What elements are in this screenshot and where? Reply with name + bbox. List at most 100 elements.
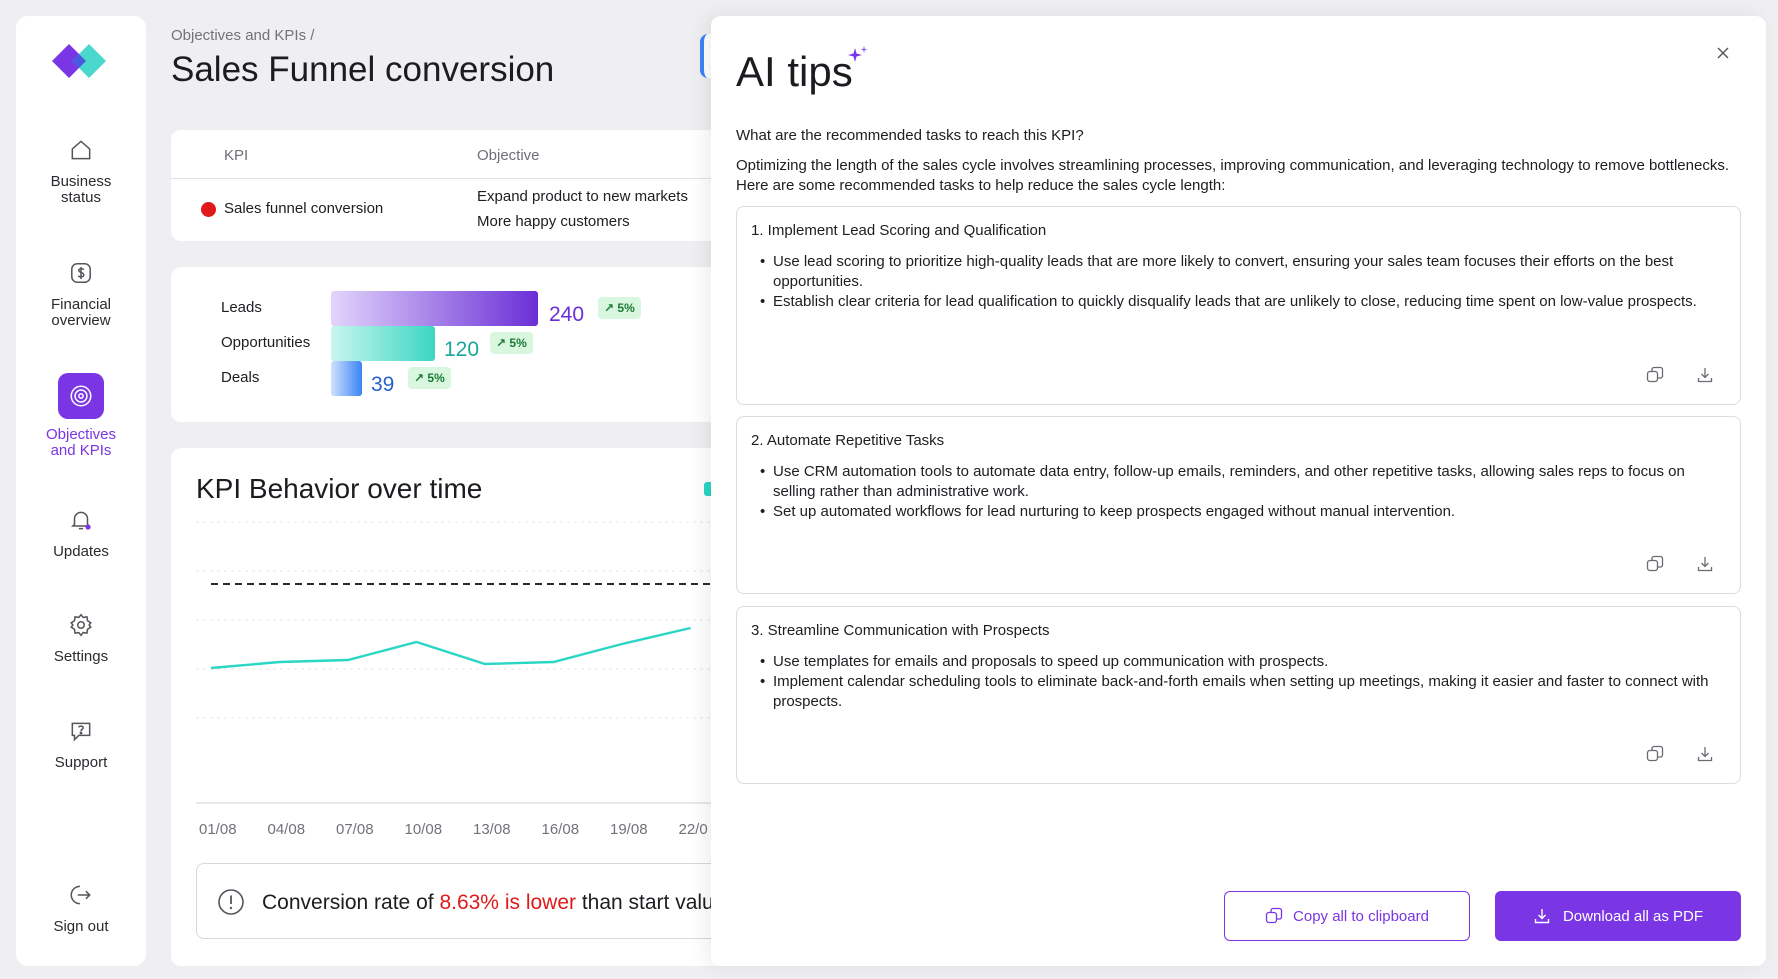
bell-icon bbox=[65, 504, 97, 536]
copy-all-button[interactable]: Copy all to clipboard bbox=[1224, 891, 1470, 941]
tip-bullet: Use CRM automation tools to automate dat… bbox=[760, 462, 1710, 502]
sidebar-item-updates[interactable]: Updates bbox=[16, 504, 146, 560]
tip-card: 3. Streamline Communication with Prospec… bbox=[736, 606, 1741, 784]
tip-bullet: Use templates for emails and proposals t… bbox=[760, 652, 1710, 672]
copy-icon[interactable] bbox=[1646, 745, 1664, 763]
sidebar-item-label: Sign out bbox=[53, 918, 109, 935]
tip-bullets: Use templates for emails and proposals t… bbox=[760, 652, 1710, 712]
tip-title: 1. Implement Lead Scoring and Qualificat… bbox=[751, 222, 1047, 239]
x-tick-label: 07/08 bbox=[336, 821, 374, 838]
help-icon bbox=[65, 715, 97, 747]
sidebar-item-financial-overview[interactable]: Financial overview bbox=[16, 257, 146, 329]
change-badge: ↗ 5% bbox=[490, 332, 533, 354]
series-line bbox=[210, 626, 691, 670]
sidebar-item-label: Financial bbox=[50, 296, 112, 313]
sidebar: Business status Financial overview Objec… bbox=[16, 16, 146, 966]
x-tick-label: 04/08 bbox=[268, 821, 306, 838]
app-logo[interactable] bbox=[52, 40, 112, 82]
panel-title: AI tips bbox=[736, 48, 853, 95]
page-title: Sales Funnel conversion bbox=[171, 50, 555, 89]
funnel-bar-opportunities bbox=[331, 326, 435, 361]
funnel-value-leads: 240 bbox=[549, 303, 585, 326]
alert-prefix: Conversion rate of bbox=[262, 891, 440, 914]
tip-title: 2. Automate Repetitive Tasks bbox=[751, 432, 945, 449]
funnel-label-deals: Deals bbox=[221, 369, 260, 386]
alert-suffix: than start value bbox=[576, 891, 726, 914]
funnel-bar-leads bbox=[331, 291, 538, 326]
kpi-table: KPI Objective Sales funnel conversion Ex… bbox=[171, 130, 731, 241]
home-icon bbox=[65, 134, 97, 166]
x-tick-label: 22/0 bbox=[679, 821, 708, 838]
tip-actions bbox=[1646, 555, 1714, 573]
sidebar-item-sign-out[interactable]: Sign out bbox=[16, 879, 146, 935]
x-tick-label: 10/08 bbox=[405, 821, 443, 838]
download-icon bbox=[1534, 909, 1550, 924]
sidebar-item-settings[interactable]: Settings bbox=[16, 609, 146, 665]
download-icon[interactable] bbox=[1696, 745, 1714, 763]
download-pdf-label: Download all as PDF bbox=[1562, 907, 1704, 925]
ai-tips-panel: AI tips What are the recommended tasks t… bbox=[711, 16, 1766, 966]
copy-icon bbox=[1265, 907, 1283, 924]
copy-all-label: Copy all to clipboard bbox=[1293, 907, 1429, 925]
funnel-card: Leads 240 ↗ 5% Opportunities 120 ↗ 5% De… bbox=[171, 267, 731, 422]
x-tick-label: 01/08 bbox=[199, 821, 237, 838]
tip-actions bbox=[1646, 745, 1714, 763]
sidebar-item-label: Business bbox=[50, 173, 112, 190]
sidebar-item-label: Updates bbox=[53, 543, 109, 560]
close-icon bbox=[1717, 47, 1729, 59]
funnel-value-opportunities: 120 bbox=[444, 338, 480, 361]
x-tick-label: 13/08 bbox=[473, 821, 511, 838]
sidebar-item-objectives-and-kpis[interactable]: Objectives and KPIs bbox=[16, 373, 146, 459]
column-header-objective: Objective bbox=[477, 147, 540, 164]
close-button[interactable] bbox=[1712, 42, 1734, 64]
x-tick-label: 16/08 bbox=[542, 821, 580, 838]
tip-card: 2. Automate Repetitive Tasks Use CRM aut… bbox=[736, 416, 1741, 594]
alert-box: Conversion rate of 8.63% is lower than s… bbox=[196, 863, 731, 939]
tip-bullets: Use CRM automation tools to automate dat… bbox=[760, 462, 1710, 522]
tip-card: 1. Implement Lead Scoring and Qualificat… bbox=[736, 206, 1741, 405]
info-icon bbox=[218, 889, 244, 915]
alert-text: Conversion rate of 8.63% is lower than s… bbox=[262, 891, 725, 915]
download-pdf-button[interactable]: Download all as PDF bbox=[1495, 891, 1741, 941]
sidebar-item-business-status[interactable]: Business status bbox=[16, 134, 146, 206]
tip-bullet: Use lead scoring to prioritize high-qual… bbox=[760, 252, 1710, 292]
funnel-label-leads: Leads bbox=[221, 299, 262, 316]
tips-intro: Optimizing the length of the sales cycle… bbox=[736, 157, 1730, 194]
funnel-bar-deals bbox=[331, 361, 362, 396]
status-dot bbox=[201, 202, 216, 217]
tips-question: What are the recommended tasks to reach … bbox=[736, 127, 1084, 144]
sign-out-icon bbox=[65, 879, 97, 911]
sidebar-item-label: overview bbox=[51, 312, 111, 329]
gear-icon bbox=[65, 609, 97, 641]
sidebar-item-label: status bbox=[60, 189, 102, 206]
change-badge: ↗ 5% bbox=[598, 297, 641, 319]
funnel-value-deals: 39 bbox=[371, 373, 395, 396]
funnel-label-opportunities: Opportunities bbox=[221, 334, 311, 351]
copy-icon[interactable] bbox=[1646, 555, 1664, 573]
download-icon[interactable] bbox=[1696, 366, 1714, 384]
download-icon[interactable] bbox=[1696, 555, 1714, 573]
tip-actions bbox=[1646, 366, 1714, 384]
line-chart: 01/08 04/08 07/08 10/08 13/08 16/08 19/08 22/0 bbox=[196, 521, 731, 838]
tip-bullet: Establish clear criteria for lead qualif… bbox=[760, 292, 1710, 312]
sidebar-item-label: Settings bbox=[53, 648, 109, 665]
sidebar-item-label: and KPIs bbox=[50, 442, 112, 459]
chart-title: KPI Behavior over time bbox=[196, 473, 483, 504]
change-badge: ↗ 5% bbox=[408, 367, 451, 389]
sidebar-item-label: Support bbox=[54, 754, 108, 771]
kpi-name: Sales funnel conversion bbox=[224, 200, 384, 217]
tip-title: 3. Streamline Communication with Prospec… bbox=[751, 622, 1050, 639]
alert-highlight: 8.63% is lower bbox=[439, 891, 576, 914]
copy-icon[interactable] bbox=[1646, 366, 1664, 384]
sidebar-item-support[interactable]: Support bbox=[16, 715, 146, 771]
tip-bullet: Set up automated workflows for lead nurt… bbox=[760, 502, 1710, 522]
column-header-kpi: KPI bbox=[224, 147, 249, 164]
table-header: KPI Objective bbox=[171, 130, 731, 179]
sparkle-icon bbox=[848, 46, 868, 62]
x-tick-label: 19/08 bbox=[610, 821, 648, 838]
tip-bullet: Implement calendar scheduling tools to e… bbox=[760, 672, 1710, 712]
breadcrumb[interactable]: Objectives and KPIs / bbox=[171, 27, 315, 44]
tip-bullets: Use lead scoring to prioritize high-qual… bbox=[760, 252, 1710, 312]
objective-text: More happy customers bbox=[477, 213, 630, 230]
sidebar-item-label: Objectives bbox=[45, 426, 117, 443]
